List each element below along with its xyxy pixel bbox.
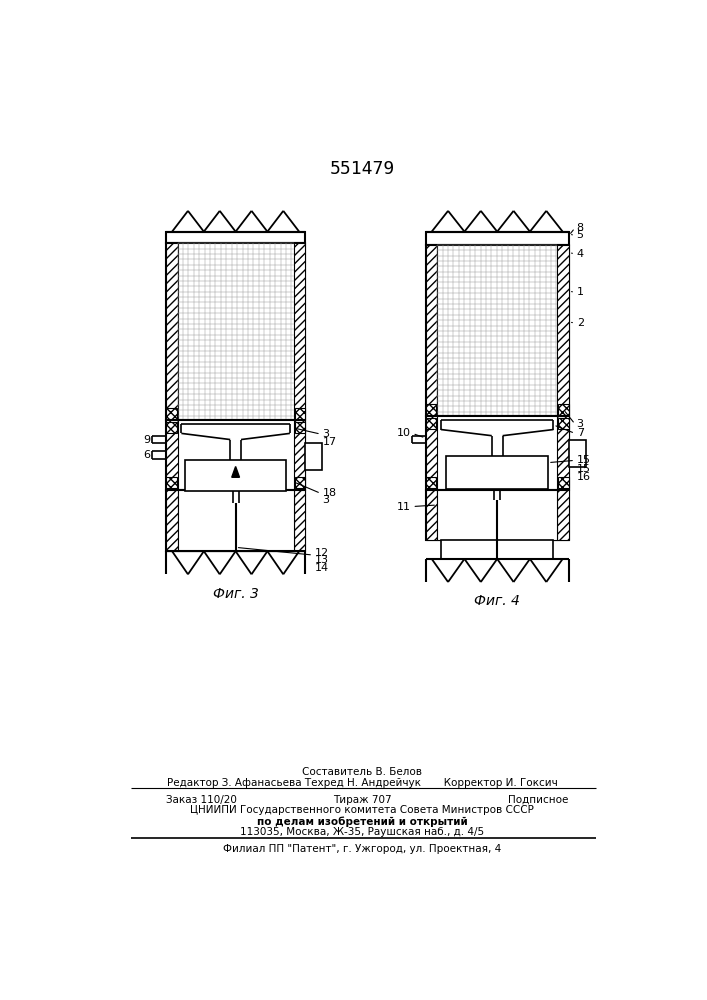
Text: Подписное: Подписное bbox=[508, 795, 568, 805]
Text: 11: 11 bbox=[397, 502, 411, 512]
Text: 13: 13 bbox=[315, 555, 329, 565]
Bar bbox=[177, 243, 293, 420]
Bar bbox=[569, 440, 586, 466]
Text: 15: 15 bbox=[577, 455, 590, 465]
Bar bbox=[293, 490, 305, 551]
Text: 4: 4 bbox=[577, 249, 584, 259]
Bar bbox=[557, 245, 569, 416]
Bar bbox=[426, 245, 569, 416]
Text: Фиг. 3: Фиг. 3 bbox=[213, 587, 259, 601]
Bar bbox=[446, 456, 548, 489]
Bar bbox=[166, 232, 305, 243]
Text: Филиал ПП "Патент", г. Ужгород, ул. Проектная, 4: Филиал ПП "Патент", г. Ужгород, ул. Прое… bbox=[223, 844, 501, 854]
Text: 551479: 551479 bbox=[329, 160, 395, 178]
Bar bbox=[426, 490, 437, 540]
Bar bbox=[426, 404, 436, 415]
Text: 2: 2 bbox=[577, 318, 584, 328]
Text: 12: 12 bbox=[315, 548, 329, 558]
Text: по делам изобретений и открытий: по делам изобретений и открытий bbox=[257, 816, 467, 827]
Bar bbox=[437, 490, 557, 540]
Bar bbox=[293, 420, 305, 490]
Bar bbox=[177, 490, 293, 551]
Text: 5: 5 bbox=[577, 231, 583, 240]
Bar bbox=[166, 420, 305, 490]
Bar bbox=[441, 540, 554, 559]
Bar bbox=[295, 408, 305, 419]
Text: Фиг. 4: Фиг. 4 bbox=[474, 594, 520, 608]
Text: 8: 8 bbox=[577, 223, 584, 233]
Text: 18: 18 bbox=[322, 488, 337, 498]
Bar bbox=[166, 243, 305, 420]
Bar bbox=[185, 460, 286, 491]
Text: ЦНИИПИ Государственного комитета Совета Министров СССР: ЦНИИПИ Государственного комитета Совета … bbox=[190, 805, 534, 815]
Text: Тираж 707: Тираж 707 bbox=[332, 795, 391, 805]
Polygon shape bbox=[232, 466, 240, 477]
Bar bbox=[166, 420, 177, 490]
Text: Составитель В. Белов: Составитель В. Белов bbox=[302, 767, 422, 777]
Text: 9: 9 bbox=[144, 435, 151, 445]
Text: 3: 3 bbox=[322, 429, 329, 439]
Bar bbox=[426, 490, 569, 540]
Text: 7: 7 bbox=[577, 428, 584, 438]
Text: Заказ 110/20: Заказ 110/20 bbox=[166, 795, 237, 805]
Bar bbox=[426, 416, 569, 490]
Bar bbox=[437, 430, 557, 476]
Bar bbox=[558, 418, 569, 429]
Bar bbox=[166, 490, 305, 551]
Text: 17: 17 bbox=[322, 437, 337, 447]
Text: 14: 14 bbox=[315, 563, 329, 573]
Bar bbox=[426, 477, 436, 488]
Bar bbox=[558, 404, 569, 415]
Bar bbox=[166, 422, 177, 433]
Bar bbox=[293, 243, 305, 420]
Text: Редактор З. Афанасьева Техред Н. Андрейчук       Корректор И. Гоксич: Редактор З. Афанасьева Техред Н. Андрейч… bbox=[167, 778, 557, 788]
Bar bbox=[426, 416, 437, 490]
Text: 3: 3 bbox=[577, 419, 583, 429]
Bar bbox=[166, 477, 177, 488]
Bar bbox=[177, 434, 293, 476]
Bar bbox=[166, 243, 177, 420]
Text: 1: 1 bbox=[577, 287, 583, 297]
Text: 10: 10 bbox=[397, 428, 411, 438]
Text: 6: 6 bbox=[144, 450, 151, 460]
Bar bbox=[295, 422, 305, 433]
Text: 15: 15 bbox=[577, 464, 590, 474]
Text: 16: 16 bbox=[577, 472, 590, 482]
Bar bbox=[166, 490, 177, 551]
Bar bbox=[426, 245, 437, 416]
Bar bbox=[426, 232, 569, 245]
Bar bbox=[557, 416, 569, 490]
Bar bbox=[295, 477, 305, 488]
Bar bbox=[558, 477, 569, 488]
Bar bbox=[426, 418, 436, 429]
Text: 113035, Москва, Ж-35, Раушская наб., д. 4/5: 113035, Москва, Ж-35, Раушская наб., д. … bbox=[240, 827, 484, 837]
Bar bbox=[557, 490, 569, 540]
Text: 3: 3 bbox=[322, 495, 329, 505]
Bar bbox=[305, 443, 322, 470]
Bar bbox=[166, 408, 177, 419]
